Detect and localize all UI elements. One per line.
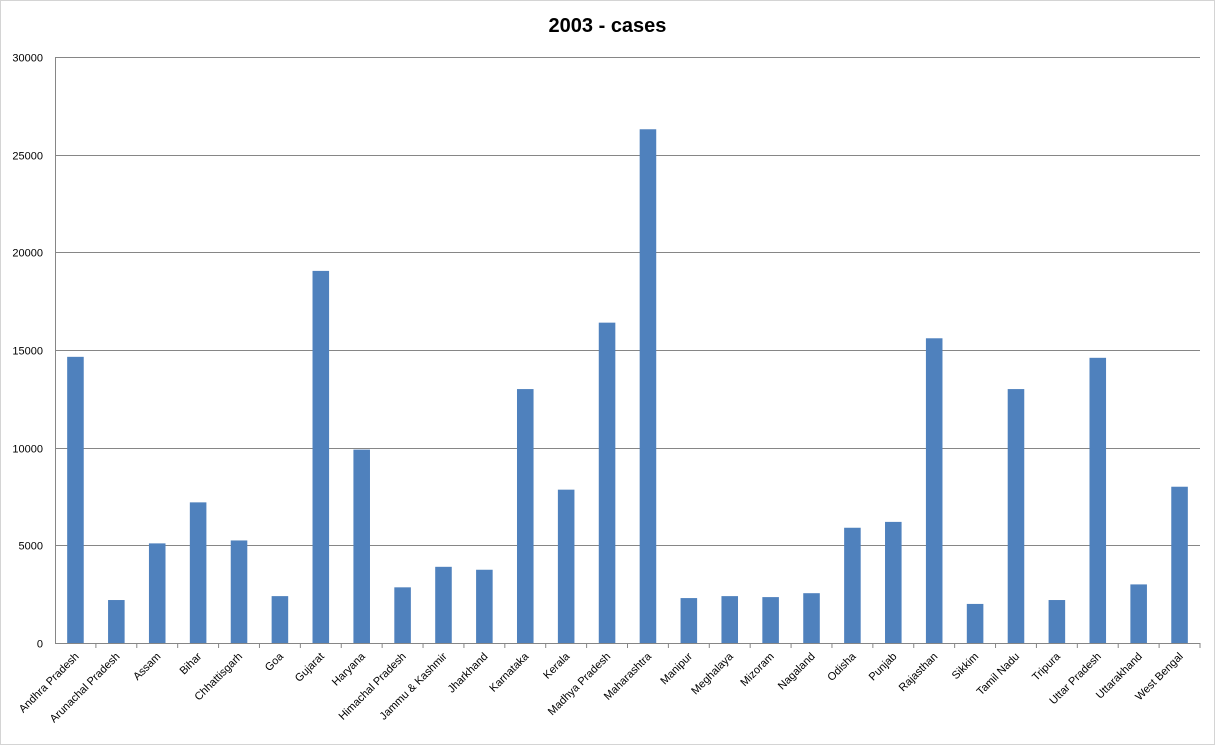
bar-andhra-pradesh bbox=[67, 356, 84, 643]
bar-west-bengal bbox=[1171, 486, 1188, 643]
x-tick-label: Punjab bbox=[867, 651, 900, 684]
x-tick-label: Sikkim bbox=[950, 651, 981, 682]
x-tick-label: Rajasthan bbox=[897, 651, 941, 695]
x-tick-label: Assam bbox=[131, 651, 163, 683]
x-tick-label: Tripura bbox=[1030, 650, 1063, 683]
bar-bihar bbox=[189, 502, 207, 643]
bar-assam bbox=[148, 543, 166, 643]
bar-himachal-pradesh bbox=[394, 587, 411, 643]
bar-punjab bbox=[885, 521, 902, 643]
bar-nagaland bbox=[803, 593, 820, 643]
axes bbox=[55, 57, 1201, 648]
chart-title: 2003 - cases bbox=[548, 15, 667, 37]
bar-gujarat bbox=[312, 270, 330, 643]
gridlines bbox=[55, 57, 1200, 546]
bar-jharkhand bbox=[476, 569, 493, 643]
bar-meghalaya bbox=[721, 596, 739, 643]
bar-goa bbox=[271, 596, 289, 643]
bar-maharashtra bbox=[639, 129, 657, 643]
bar-tamil-nadu bbox=[1007, 389, 1025, 643]
bar-haryana bbox=[353, 449, 370, 643]
bar-tripura bbox=[1048, 600, 1066, 643]
bar-sikkim bbox=[966, 603, 984, 643]
bar-rajasthan bbox=[925, 338, 943, 643]
y-tick-label: 5000 bbox=[19, 541, 43, 553]
x-tick-label: Mizoram bbox=[738, 651, 776, 689]
x-tick-label: Kerala bbox=[541, 650, 573, 682]
x-tick-label: Arunachal Pradesh bbox=[48, 651, 123, 726]
x-tick-label: Meghalaya bbox=[689, 650, 736, 697]
y-tick-labels: 0 5000 10000 15000 20000 25000 30000 bbox=[12, 53, 43, 651]
bar-uttar-pradesh bbox=[1089, 357, 1107, 643]
y-tick-label: 30000 bbox=[12, 53, 43, 65]
x-tick-label: Jharkhand bbox=[446, 651, 491, 696]
bar-uttarakhand bbox=[1130, 584, 1147, 643]
bars bbox=[67, 129, 1188, 643]
bar-mizoram bbox=[762, 597, 779, 643]
x-tick-label: Goa bbox=[263, 650, 287, 674]
y-tick-label: 10000 bbox=[12, 444, 43, 456]
bar-kerala bbox=[557, 489, 575, 643]
bar-odisha bbox=[844, 527, 861, 643]
y-tick-label: 25000 bbox=[12, 151, 43, 163]
x-tick-label: Tamil Nadu bbox=[975, 651, 1022, 698]
y-tick-label: 15000 bbox=[12, 346, 43, 358]
bar-manipur bbox=[680, 598, 698, 643]
x-tick-label: Karnataka bbox=[487, 650, 532, 695]
x-tick-label: Bihar bbox=[178, 650, 205, 677]
bar-karnataka bbox=[516, 389, 534, 643]
bar-arunachal-pradesh bbox=[108, 600, 125, 643]
bar-chhattisgarh bbox=[230, 540, 248, 643]
x-tick-label: Manipur bbox=[658, 650, 695, 687]
x-tick-label: Odisha bbox=[825, 650, 859, 684]
bar-jammu-kashmir bbox=[435, 566, 452, 643]
x-tick-label: Haryana bbox=[330, 650, 369, 689]
x-tick-label: Nagaland bbox=[776, 651, 818, 693]
y-tick-label: 20000 bbox=[12, 248, 43, 260]
x-tick-label: Gujarat bbox=[293, 651, 327, 685]
y-tick-label: 0 bbox=[37, 639, 43, 651]
bar-madhya-pradesh bbox=[598, 322, 616, 643]
